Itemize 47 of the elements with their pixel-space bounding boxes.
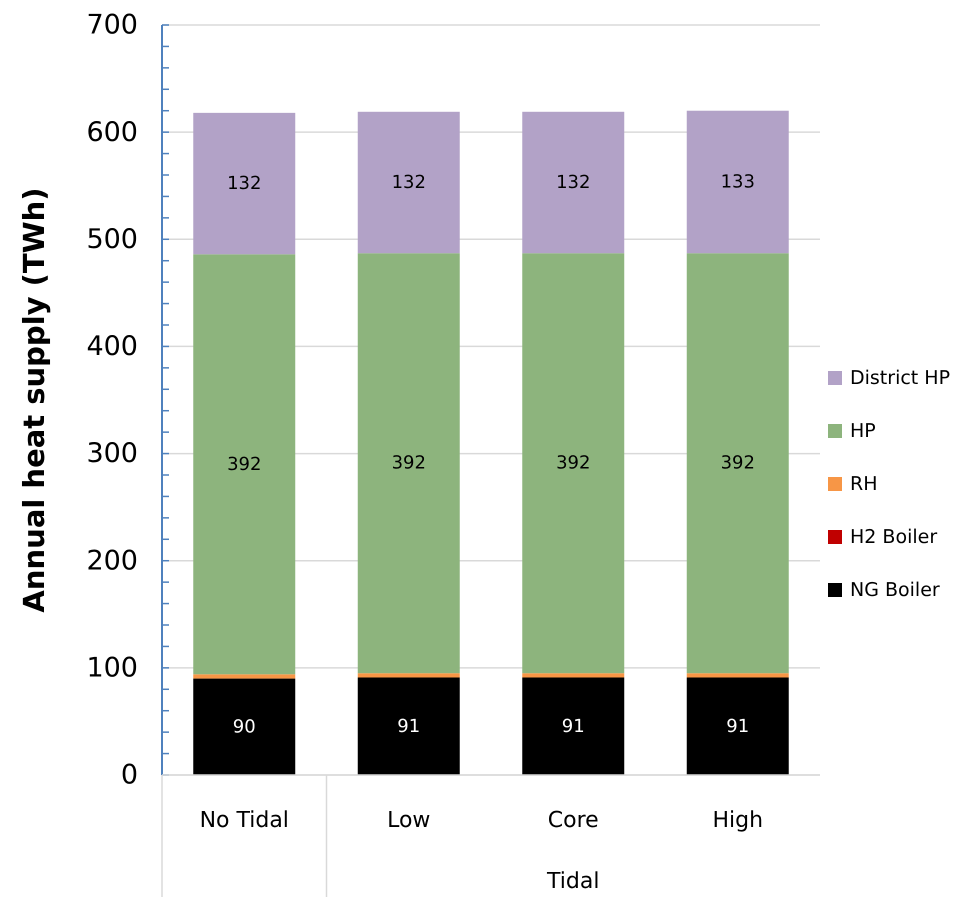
y-tick-label: 300 — [86, 438, 138, 470]
y-tick-label: 600 — [86, 116, 138, 148]
bar — [522, 678, 624, 775]
data-label: 91 — [726, 716, 750, 737]
y-tick-label: 0 — [120, 760, 138, 791]
legend-label: H2 Boiler — [850, 526, 938, 548]
data-label: 91 — [397, 716, 420, 737]
x-tick-label: No Tidal — [200, 808, 289, 833]
legend-label: NG Boiler — [850, 579, 940, 601]
bar — [193, 674, 296, 679]
x-tick-label: High — [712, 808, 764, 833]
bar — [522, 253, 624, 674]
data-label: 133 — [720, 171, 755, 192]
y-tick-label: 100 — [86, 652, 138, 684]
bar — [686, 678, 789, 775]
y-axis-title: Annual heat supply (TWh) — [17, 187, 51, 613]
y-tick-label: 200 — [86, 545, 138, 576]
y-tick-label: 500 — [86, 224, 138, 255]
bar — [193, 254, 296, 674]
y-tick-label: 400 — [86, 331, 138, 362]
data-label: 392 — [556, 452, 590, 474]
legend-label: District HP — [850, 367, 950, 389]
bar — [358, 673, 460, 678]
bar — [686, 673, 789, 678]
bar — [358, 112, 460, 254]
bar — [686, 253, 789, 674]
data-label: 392 — [227, 454, 262, 475]
bar — [193, 112, 296, 254]
bar — [522, 112, 624, 254]
data-label: 392 — [720, 452, 755, 474]
bar — [193, 678, 296, 775]
data-label: 132 — [556, 172, 590, 193]
bar — [686, 110, 789, 254]
data-label: 132 — [392, 172, 426, 193]
x-tick-label: Core — [548, 808, 599, 833]
legend-label: RH — [850, 473, 878, 495]
data-label: 392 — [392, 452, 426, 474]
bar — [522, 673, 624, 678]
legend-label: HP — [850, 420, 876, 442]
data-label: 90 — [232, 716, 256, 738]
bar — [358, 253, 460, 674]
data-label: 132 — [227, 173, 262, 194]
text: Tidal — [546, 869, 600, 894]
bar — [358, 678, 460, 775]
x-tick-label: Low — [387, 808, 430, 833]
data-label: 91 — [562, 716, 585, 737]
y-tick-label: 700 — [86, 10, 138, 41]
